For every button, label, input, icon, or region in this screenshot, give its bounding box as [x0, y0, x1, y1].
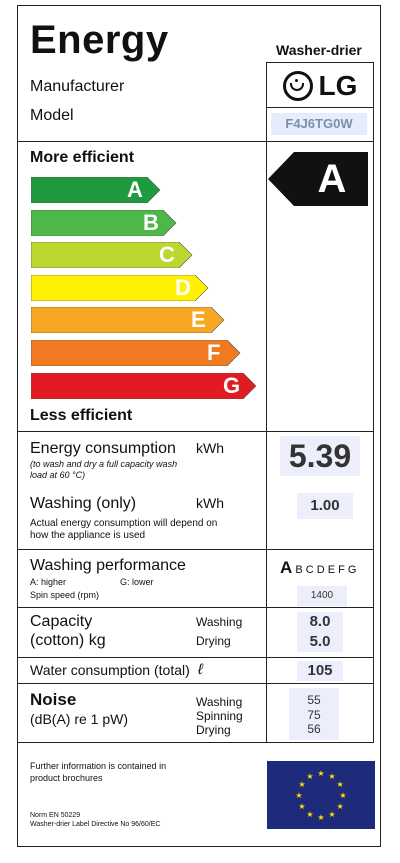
divider: [18, 683, 374, 684]
eu-star-icon: ★: [339, 791, 346, 800]
noise-label: Noise: [30, 690, 77, 709]
class-bar-e: E: [31, 307, 225, 334]
model-label: Model: [30, 107, 74, 124]
divider: [18, 657, 374, 658]
label-title: Energy: [30, 18, 169, 62]
noise-drying-label: Drying: [196, 723, 231, 737]
eu-star-icon: ★: [298, 802, 305, 811]
eu-star-icon: ★: [337, 780, 344, 789]
eu-star-icon: ★: [337, 802, 344, 811]
class-letter: F: [207, 340, 221, 365]
norm: Norm EN 50229: [30, 812, 81, 819]
capacity-drying-label: Drying: [196, 634, 231, 648]
washing-only-unit: kWh: [196, 495, 224, 511]
eu-star-icon: ★: [328, 810, 335, 819]
spin-speed-label: Spin speed (rpm): [30, 590, 100, 600]
capacity-drying-value: 5.0: [297, 632, 343, 652]
energy-value: 5.39: [280, 436, 360, 476]
further-info: Further information is contained in prod…: [30, 761, 167, 783]
divider: [18, 549, 374, 550]
eu-star-icon: ★: [306, 810, 313, 819]
class-bar-c: C: [31, 242, 193, 269]
eu-stars-icon: ★ ★★★★★★★★★★★: [295, 769, 346, 822]
performance-label: Washing performance: [30, 557, 186, 574]
divider: [18, 431, 374, 432]
eu-star-icon: ★: [306, 772, 313, 781]
class-letter: A: [127, 177, 143, 202]
capacity-unit: (cotton) kg: [30, 632, 106, 649]
class-bar-g: G: [31, 372, 257, 399]
noise-unit: (dB(A) re 1 pW): [30, 711, 129, 727]
noise-values-box: [289, 688, 339, 740]
noise-washing-value: 55: [307, 693, 321, 707]
eu-star-icon: ★: [328, 772, 335, 781]
performance-class: A: [280, 558, 293, 577]
divider: [18, 141, 374, 142]
appliance-type: Washer-drier: [276, 42, 362, 58]
rating-letter: A: [317, 157, 347, 201]
right-column: [266, 62, 374, 742]
lg-face-icon: [282, 71, 313, 101]
performance-other-classes: B C D E F G: [292, 564, 357, 576]
capacity-washing-label: Washing: [196, 615, 243, 629]
class-bar-d: D: [31, 274, 209, 301]
manufacturer-label: Manufacturer: [30, 78, 125, 95]
eu-star-icon: ★: [295, 791, 302, 800]
class-letter: B: [143, 209, 159, 235]
washing-only-note: Actual energy consumption will depend on…: [30, 518, 218, 541]
energy-note: (to wash and dry a full capacity wash lo…: [30, 459, 178, 480]
eu-star-icon: ★: [317, 813, 324, 822]
class-letter: G: [223, 372, 241, 398]
noise-spinning-value: 75: [307, 708, 321, 722]
performance-higher: A: higher: [30, 577, 67, 587]
spin-speed-value: 1400: [297, 586, 347, 606]
capacity-washing-value: 8.0: [297, 612, 343, 632]
class-bar-a: A: [31, 177, 161, 203]
divider: [266, 107, 374, 108]
class-letter: C: [159, 242, 175, 268]
noise-washing-label: Washing: [196, 695, 243, 709]
eu-flag: ★ ★ ★ ★ ★ ★ ★ ★ ★ ★ ★ ★: [267, 761, 375, 829]
performance-scale: A B C D E F G: [280, 558, 370, 578]
energy-consumption-label: Energy consumption: [30, 440, 176, 457]
water-value: 105: [297, 661, 343, 681]
eu-star-icon: ★: [317, 769, 324, 778]
performance-lower: G: lower: [120, 577, 154, 587]
energy-unit: kWh: [196, 440, 224, 456]
less-efficient-label: Less efficient: [30, 407, 133, 424]
class-bar-b: B: [31, 209, 177, 236]
energy-label: Energy Washer-drier Manufacturer Model L…: [17, 5, 381, 847]
brand-logo: LG: [277, 67, 363, 105]
water-unit: ℓ: [198, 661, 203, 678]
eu-star-icon: ★: [298, 780, 305, 789]
class-letter: D: [175, 274, 191, 300]
divider: [18, 742, 374, 743]
washing-only-value: 1.00: [297, 493, 353, 519]
model-code: F4J6TG0W: [271, 113, 367, 135]
noise-drying-value: 56: [307, 722, 321, 736]
rating-arrow: A: [268, 152, 368, 211]
noise-spinning-label: Spinning: [196, 709, 243, 723]
brand-name: LG: [318, 70, 358, 101]
class-letter: E: [191, 307, 206, 333]
washing-only-label: Washing (only): [30, 495, 137, 512]
directive: Washer-drier Label Directive No 96/60/EC: [30, 821, 161, 828]
water-label: Water consumption (total): [30, 662, 190, 678]
divider: [18, 607, 374, 608]
class-bar-f: F: [31, 340, 241, 366]
more-efficient-label: More efficient: [30, 149, 135, 166]
capacity-label: Capacity: [30, 613, 93, 630]
